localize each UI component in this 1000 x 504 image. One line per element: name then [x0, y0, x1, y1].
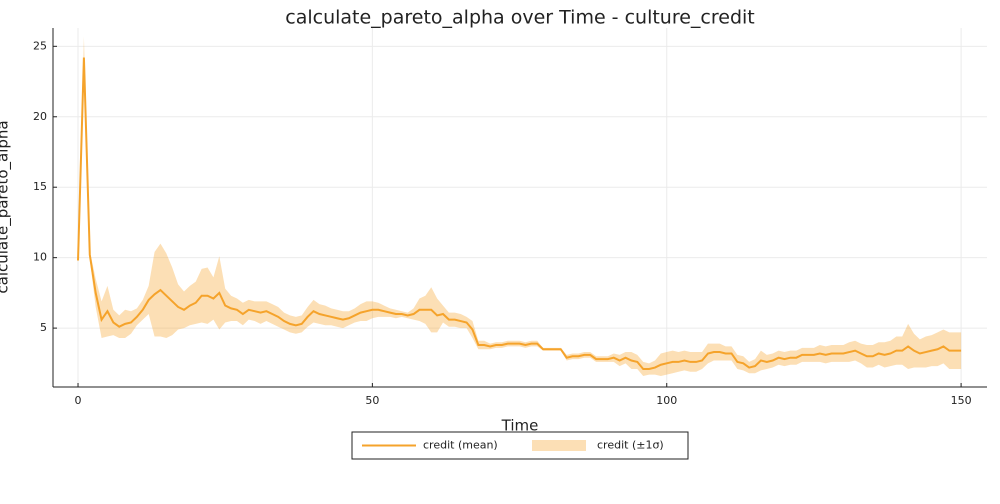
legend-label: credit (±1σ)	[597, 439, 664, 452]
y-tick-label: 25	[33, 39, 47, 52]
mean-line	[77, 57, 962, 370]
x-axis-label: Time	[501, 417, 539, 435]
x-tick-label: 0	[75, 394, 82, 407]
y-tick-label: 5	[40, 321, 47, 334]
legend-label: credit (mean)	[423, 439, 498, 452]
y-tick-label: 15	[33, 180, 47, 193]
y-tick-label: 20	[33, 110, 47, 123]
x-tick-label: 100	[656, 394, 677, 407]
y-tick-label: 10	[33, 251, 47, 264]
x-tick-label: 150	[951, 394, 972, 407]
legend-swatch	[532, 440, 586, 451]
y-axis-label: calculate_pareto_alpha	[0, 120, 13, 293]
chart-title: calculate_pareto_alpha over Time - cultu…	[285, 7, 755, 29]
x-tick-label: 50	[365, 394, 379, 407]
